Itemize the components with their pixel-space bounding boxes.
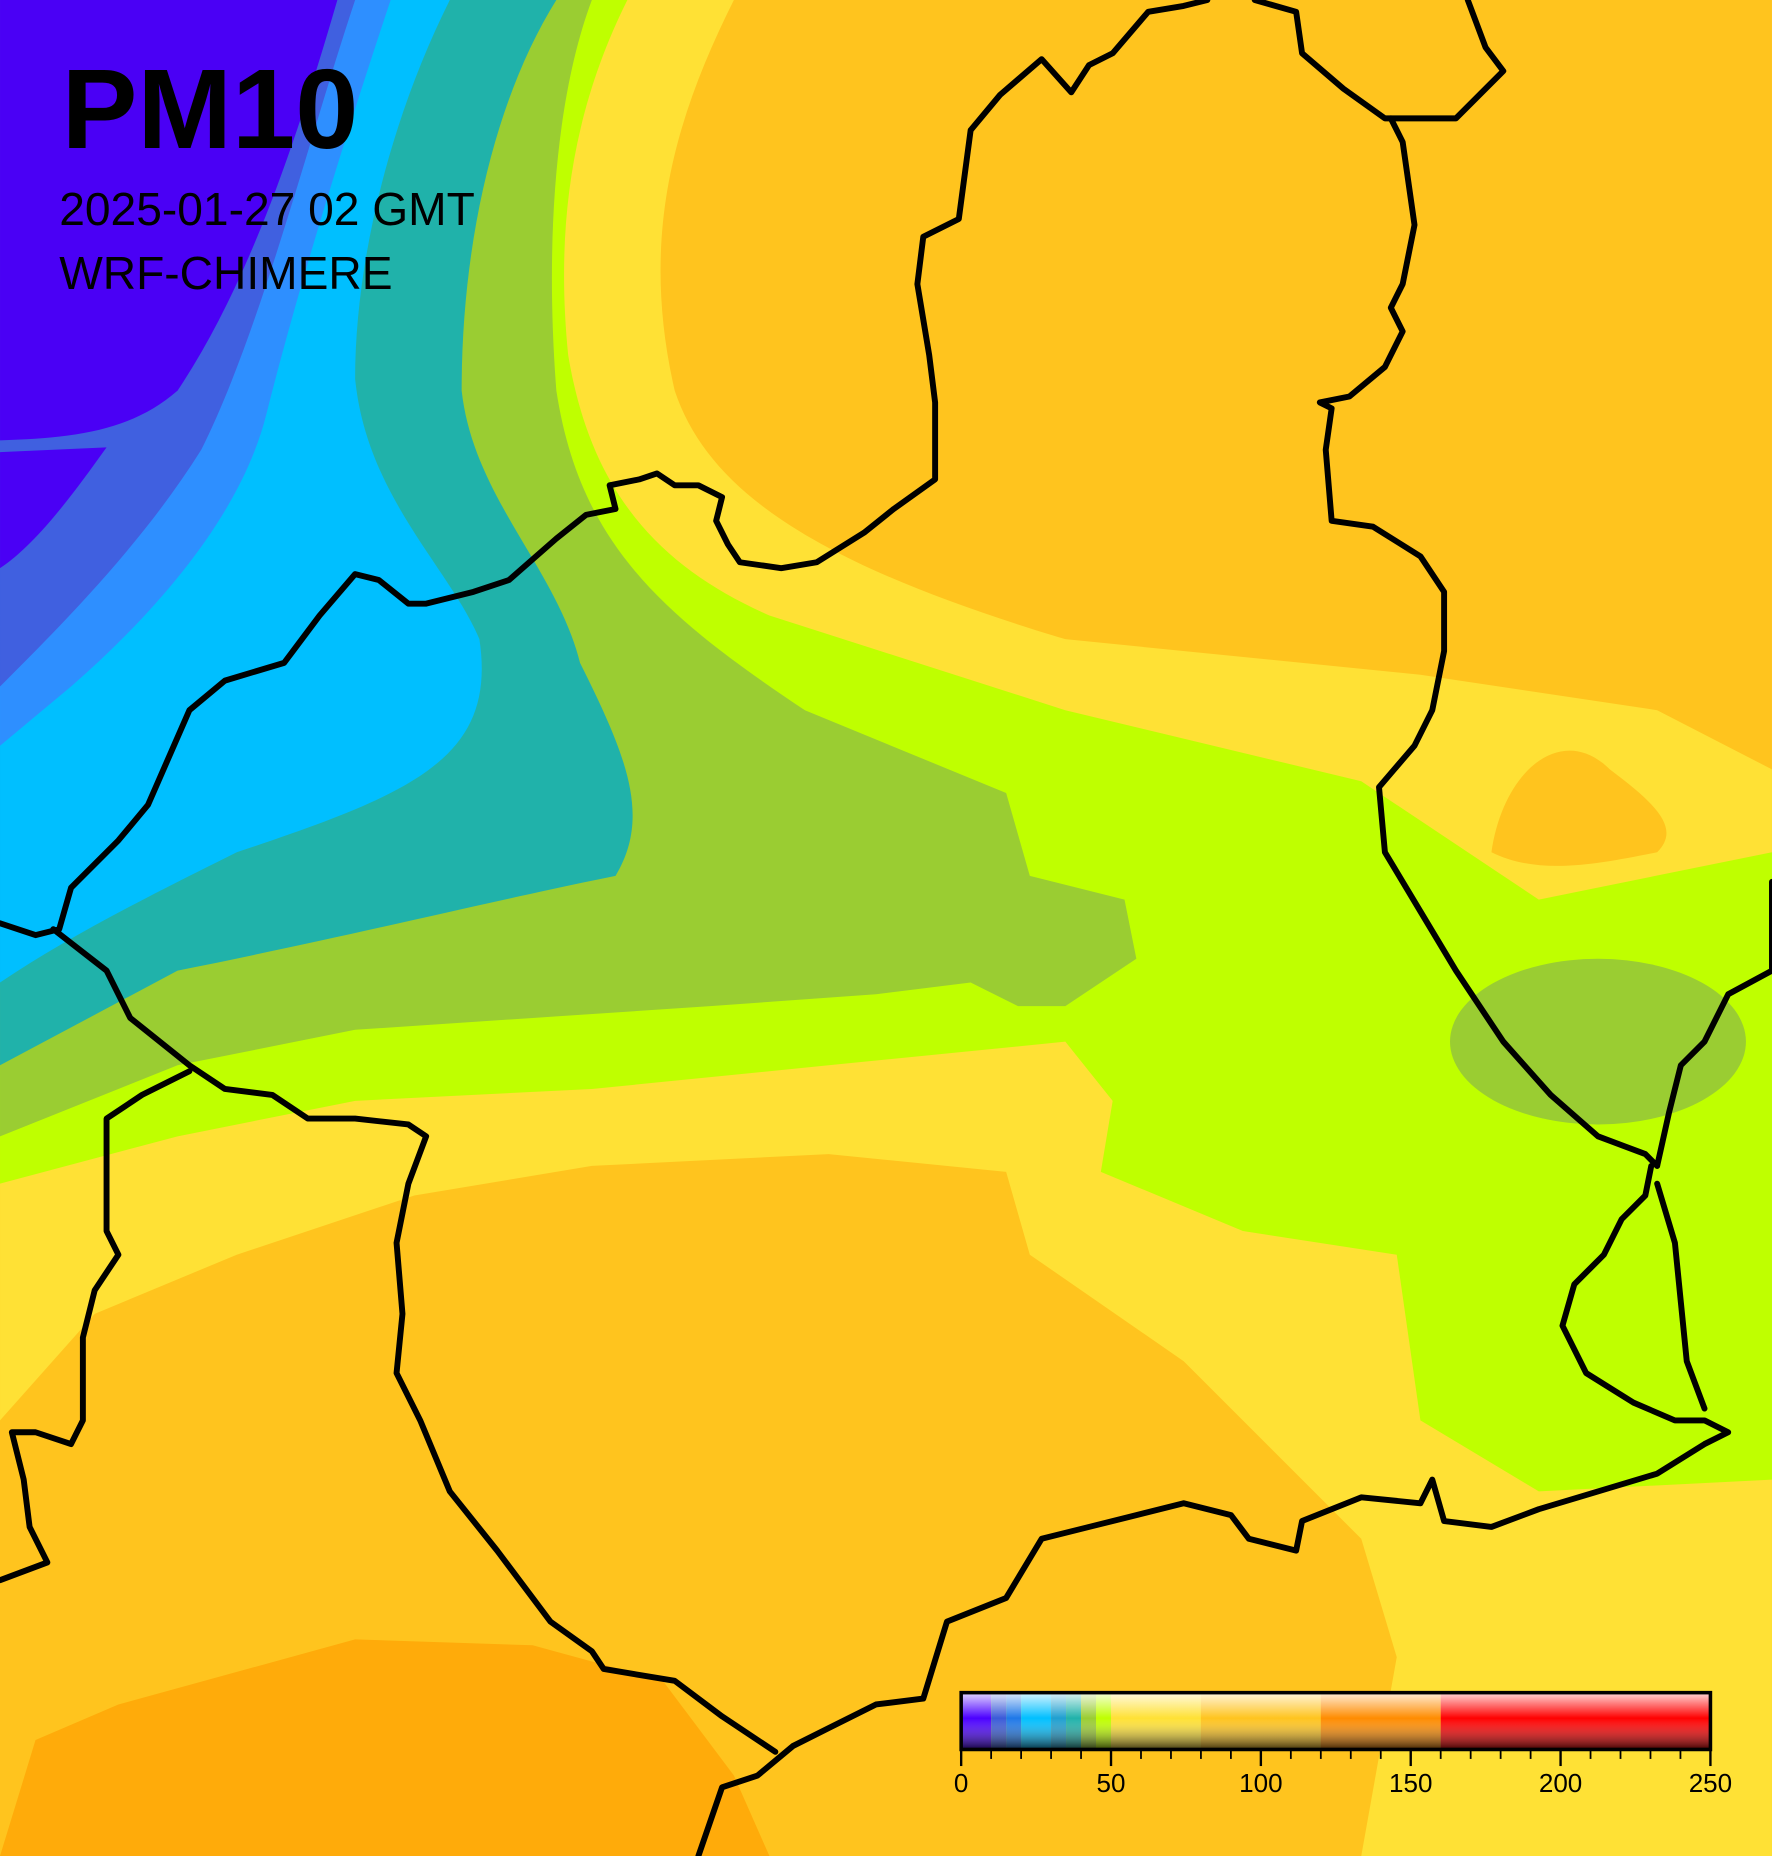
- coastline: [0, 0, 1211, 939]
- map-subtitle: 2025-01-27 02 GMT: [59, 183, 475, 235]
- colorbar-tick-label: 50: [1097, 1768, 1126, 1798]
- border-line: [0, 1068, 193, 1584]
- map-title: PM10: [62, 46, 359, 173]
- colorbar-tick-label: 100: [1239, 1768, 1282, 1798]
- coastline: [1251, 0, 1507, 122]
- model-name: WRF-CHIMERE: [59, 247, 392, 299]
- coastline: [695, 1162, 1732, 1856]
- coastline: [1654, 1180, 1708, 1412]
- field-purple: [0, 0, 338, 441]
- colorbar-tick-label: 250: [1689, 1768, 1732, 1798]
- colorbar-shading: [961, 1692, 1711, 1750]
- colorbar: 0 50 100 150 200 250: [954, 1690, 1732, 1798]
- field-dark-orange: [0, 1639, 770, 1856]
- field-green: [1450, 958, 1746, 1125]
- field-orange: [1491, 750, 1667, 866]
- colorbar-tick-label: 0: [954, 1768, 968, 1798]
- colorbar-tick-label: 150: [1389, 1768, 1432, 1798]
- field-purple: [0, 447, 107, 569]
- colorbar-frame: [959, 1690, 1713, 1752]
- border-line: [1316, 115, 1661, 1169]
- border-line: [50, 926, 779, 1755]
- colorbar-tick-label: 200: [1539, 1768, 1582, 1798]
